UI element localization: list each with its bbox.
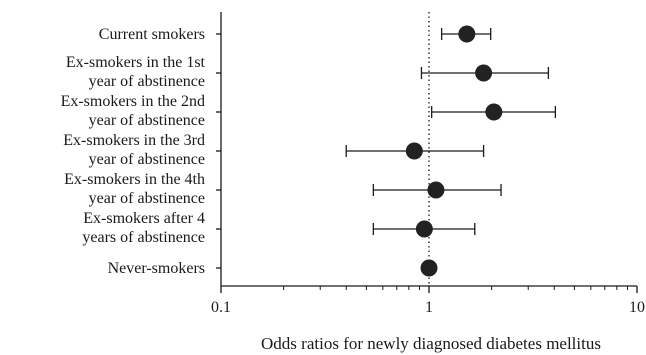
x-tick-label: 1 [425, 299, 433, 316]
category-label: years of abstinence [82, 229, 205, 246]
data-marks [345, 25, 557, 277]
odds-ratio-point [427, 181, 445, 199]
category-label: Ex-smokers in the 2nd [61, 93, 205, 110]
odds-ratio-point [415, 220, 433, 238]
odds-ratio-point [405, 142, 423, 160]
category-label: year of abstinence [89, 112, 205, 129]
category-label: Ex-smokers in the 4th [64, 171, 205, 188]
category-label: Never-smokers [108, 260, 205, 277]
category-label: year of abstinence [89, 151, 205, 168]
odds-ratio-point [420, 259, 438, 277]
category-label: Ex-smokers in the 1st [66, 54, 206, 71]
category-label: year of abstinence [89, 73, 205, 90]
odds-ratio-point [475, 64, 493, 82]
axes [216, 12, 638, 293]
x-tick-label: 0.1 [211, 299, 231, 316]
category-label: Ex-smokers in the 3rd [63, 132, 205, 149]
odds-ratio-point [485, 103, 503, 121]
odds-ratio-point [458, 25, 476, 43]
category-labels: Current smokers Ex-smokers in the 1st year… [61, 26, 206, 277]
x-tick-label: 10 [629, 299, 645, 316]
category-label: year of abstinence [89, 190, 205, 207]
category-label: Ex-smokers after 4 [83, 210, 205, 227]
x-tick-labels: 0.1 1 10 [211, 299, 645, 316]
x-axis-label: Odds ratios for newly diagnosed diabetes… [261, 334, 601, 353]
category-label: Current smokers [99, 26, 205, 43]
